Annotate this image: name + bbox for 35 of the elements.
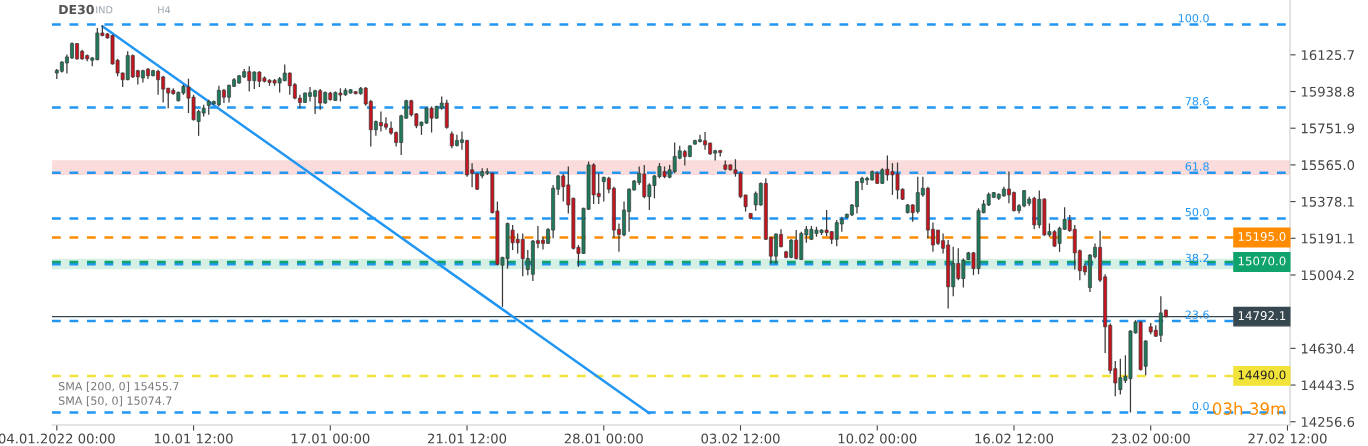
- y-tick-label: 14443.5: [1301, 380, 1354, 391]
- x-tick-label: 03.02 12:00: [701, 433, 780, 444]
- ref-line-label: 14490.0: [1238, 370, 1286, 380]
- annotation: 78.6: [1185, 97, 1209, 106]
- y-tick-label: 16125.7: [1301, 50, 1354, 61]
- y-tick-label: 14630.4: [1301, 343, 1355, 354]
- x-tick-label: 10.02 00:00: [838, 433, 917, 444]
- annotation: 61.8: [1185, 162, 1209, 171]
- x-tick-label: 10.01 12:00: [155, 433, 233, 444]
- x-tick-label: 27.02 12:00: [1248, 433, 1327, 444]
- y-tick-label: 15004.2: [1301, 270, 1354, 281]
- x-tick-label: 16.02 12:00: [975, 433, 1054, 444]
- annotation: 0.0: [1192, 401, 1209, 411]
- y-tick-label: 15378.1: [1301, 196, 1354, 207]
- annotation: 50.0: [1185, 207, 1209, 217]
- chart-title: DE30: [59, 4, 94, 15]
- annotation: 38.2: [1185, 253, 1209, 263]
- x-tick-label: 21.01 12:00: [428, 433, 507, 444]
- annotation: 03h 39m: [1212, 402, 1285, 415]
- annotation: H4: [158, 6, 171, 14]
- annotation: SMA [50, 0] 15074.7: [58, 396, 172, 407]
- y-tick-label: 15191.1: [1301, 233, 1354, 244]
- y-tick-label: 15565.0: [1301, 160, 1355, 171]
- annotation: 100.0: [1178, 13, 1209, 23]
- y-tick-label: 15938.8: [1301, 86, 1355, 97]
- annotation: SMA [200, 0] 15455.7: [58, 381, 179, 392]
- annotation: IND: [96, 6, 113, 14]
- ref-line-label: 15195.0: [1238, 232, 1286, 241]
- y-tick-label: 15751.9: [1301, 123, 1355, 134]
- x-tick-label: 17.01 00:00: [291, 433, 370, 444]
- x-tick-label: 28.01 00:00: [564, 433, 643, 444]
- ref-line-label: 15070.0: [1238, 256, 1286, 266]
- ref-line-label: 14792.1: [1238, 311, 1286, 321]
- x-tick-label: 23.02 00:00: [1111, 433, 1190, 444]
- y-tick-label: 14256.6: [1301, 416, 1355, 427]
